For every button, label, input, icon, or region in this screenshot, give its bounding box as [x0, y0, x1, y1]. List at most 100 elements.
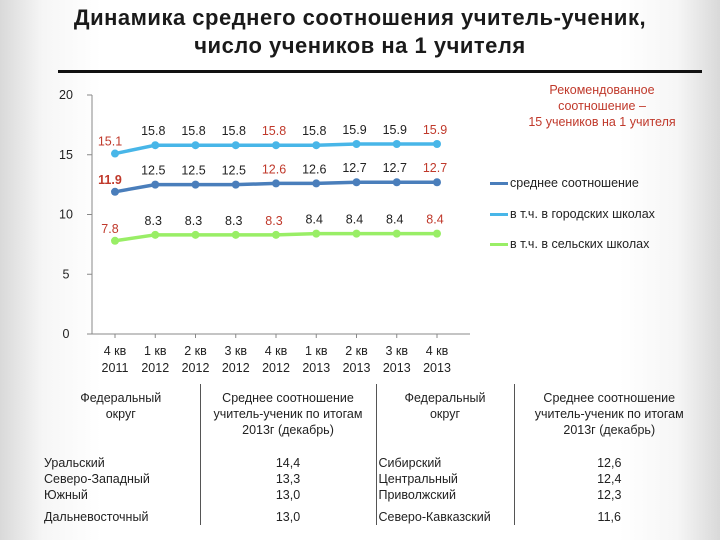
district-name: Центральный	[376, 471, 515, 487]
data-label: 15.8	[302, 124, 326, 138]
x-tick-label: 2012	[141, 361, 169, 375]
data-point	[231, 141, 240, 150]
data-point	[392, 139, 401, 148]
table-spacer	[42, 503, 704, 509]
table-header-row: Федеральный округ Среднее соотношение уч…	[42, 384, 704, 455]
ratio-value: 14,4	[200, 455, 377, 471]
data-label: 8.4	[346, 213, 363, 227]
table-row: Дальневосточный 13,0 Северо-Кавказский 1…	[42, 509, 704, 525]
data-point	[433, 139, 441, 148]
data-point	[312, 179, 321, 188]
spacer-cell	[42, 503, 201, 509]
header-text: учитель-ученик по итогам	[213, 407, 363, 421]
x-tick-label: 2011	[102, 361, 129, 375]
x-tick-label: 2013	[302, 361, 330, 375]
district-name: Уральский	[42, 455, 201, 471]
data-label: 15.8	[222, 124, 246, 138]
data-label: 8.3	[145, 214, 162, 228]
header-ratio-2: Среднее соотношение учитель-ученик по ит…	[514, 384, 704, 455]
title-line-2: число учеников на 1 учителя	[194, 33, 526, 58]
y-tick-label: 15	[59, 148, 73, 162]
header-district-2: Федеральный округ	[376, 384, 515, 455]
header-ratio-1: Среднее соотношение учитель-ученик по ит…	[200, 384, 377, 455]
data-label: 15.9	[383, 123, 407, 137]
ratio-value: 12,6	[597, 456, 622, 470]
data-point	[231, 180, 240, 189]
district-name: Северо-Западный	[42, 471, 201, 487]
note-line-2: соотношение –	[558, 99, 646, 113]
table-row: Уральский 14,4 Сибирский 12,6	[42, 455, 704, 471]
x-tick-label: 4 кв	[426, 344, 449, 358]
data-label: 12.5	[181, 164, 205, 178]
x-tick-label: 1 кв	[144, 344, 167, 358]
data-label: 12.6	[262, 162, 286, 176]
data-label: 8.4	[306, 213, 323, 227]
district-name: Приволжский	[376, 487, 515, 503]
recommendation-note: Рекомендованное соотношение – 15 ученико…	[502, 82, 702, 130]
district-name: Северо-Кавказский	[376, 509, 515, 525]
legend-label-average: среднее соотношение	[510, 176, 639, 190]
table-row: Южный 13,0 Приволжский 12,3	[42, 487, 704, 503]
x-tick-label: 2012	[182, 361, 210, 375]
data-point	[352, 139, 361, 148]
table-row: Северо-Западный 13,3 Центральный 12,4	[42, 471, 704, 487]
x-tick-label: 2012	[222, 361, 250, 375]
data-label: 8.3	[225, 214, 242, 228]
data-label: 15.9	[423, 123, 447, 137]
data-point	[272, 179, 280, 188]
data-label: 15.9	[342, 123, 366, 137]
title-underline	[58, 70, 702, 73]
header-text: 2013г (декабрь)	[242, 423, 334, 437]
y-tick-label: 0	[63, 327, 70, 341]
spacer-cell	[376, 503, 515, 509]
data-point	[312, 229, 321, 238]
x-tick-label: 4 кв	[265, 344, 288, 358]
data-label: 8.4	[426, 213, 443, 227]
header-district-1: Федеральный округ	[42, 384, 201, 455]
data-label: 15.8	[181, 124, 205, 138]
header-text: Федеральный	[404, 391, 486, 405]
district-name: Южный	[42, 487, 201, 503]
x-tick-label: 3 кв	[385, 344, 408, 358]
data-point	[191, 230, 200, 239]
data-point	[151, 180, 160, 189]
data-label: 12.7	[342, 161, 366, 175]
legend-item-rural: в т.ч. в сельских школах	[490, 237, 700, 253]
x-tick-label: 2013	[383, 361, 411, 375]
line-chart: 0 5 10 15 20 4 кв 2011 1 кв 2012 2 кв 2012 3 кв 2012…	[59, 88, 470, 375]
x-tick-label: 2 кв	[345, 344, 368, 358]
spacer-cell	[200, 503, 377, 509]
header-text: учитель-ученик по итогам	[534, 407, 684, 421]
data-label: 12.7	[423, 161, 447, 175]
data-label: 12.5	[222, 164, 246, 178]
header-text: округ	[429, 407, 461, 421]
data-point	[392, 229, 401, 238]
data-point	[111, 149, 119, 158]
data-label: 8.4	[386, 213, 403, 227]
legend-item-urban: в т.ч. в городских школах	[490, 207, 700, 223]
x-tick-label: 2012	[262, 361, 290, 375]
data-label: 12.5	[141, 164, 165, 178]
header-text: Среднее соотношение	[222, 391, 354, 405]
header-text: 2013г (декабрь)	[563, 423, 656, 437]
data-point	[433, 229, 441, 238]
district-ratio-table: Федеральный округ Среднее соотношение уч…	[42, 384, 704, 525]
x-tick-label: 2 кв	[184, 344, 207, 358]
ratio-value: 13,0	[200, 509, 377, 525]
data-point	[352, 229, 361, 238]
data-point	[151, 141, 160, 150]
header-text: Федеральный	[80, 391, 162, 405]
data-label: 11.9	[98, 173, 122, 187]
data-point	[231, 230, 240, 239]
legend-swatch-urban	[490, 213, 508, 216]
ratio-value: 11,6	[597, 510, 621, 524]
data-point	[392, 178, 401, 187]
data-label: 7.8	[101, 222, 118, 236]
legend-label-rural: в т.ч. в сельских школах	[510, 237, 650, 251]
data-label: 15.8	[141, 124, 165, 138]
title-line-1: Динамика среднего соотношения учитель-уч…	[73, 5, 647, 30]
data-point	[312, 141, 321, 150]
data-label: 15.1	[98, 135, 122, 149]
data-point	[151, 230, 160, 239]
data-label: 8.3	[185, 214, 202, 228]
